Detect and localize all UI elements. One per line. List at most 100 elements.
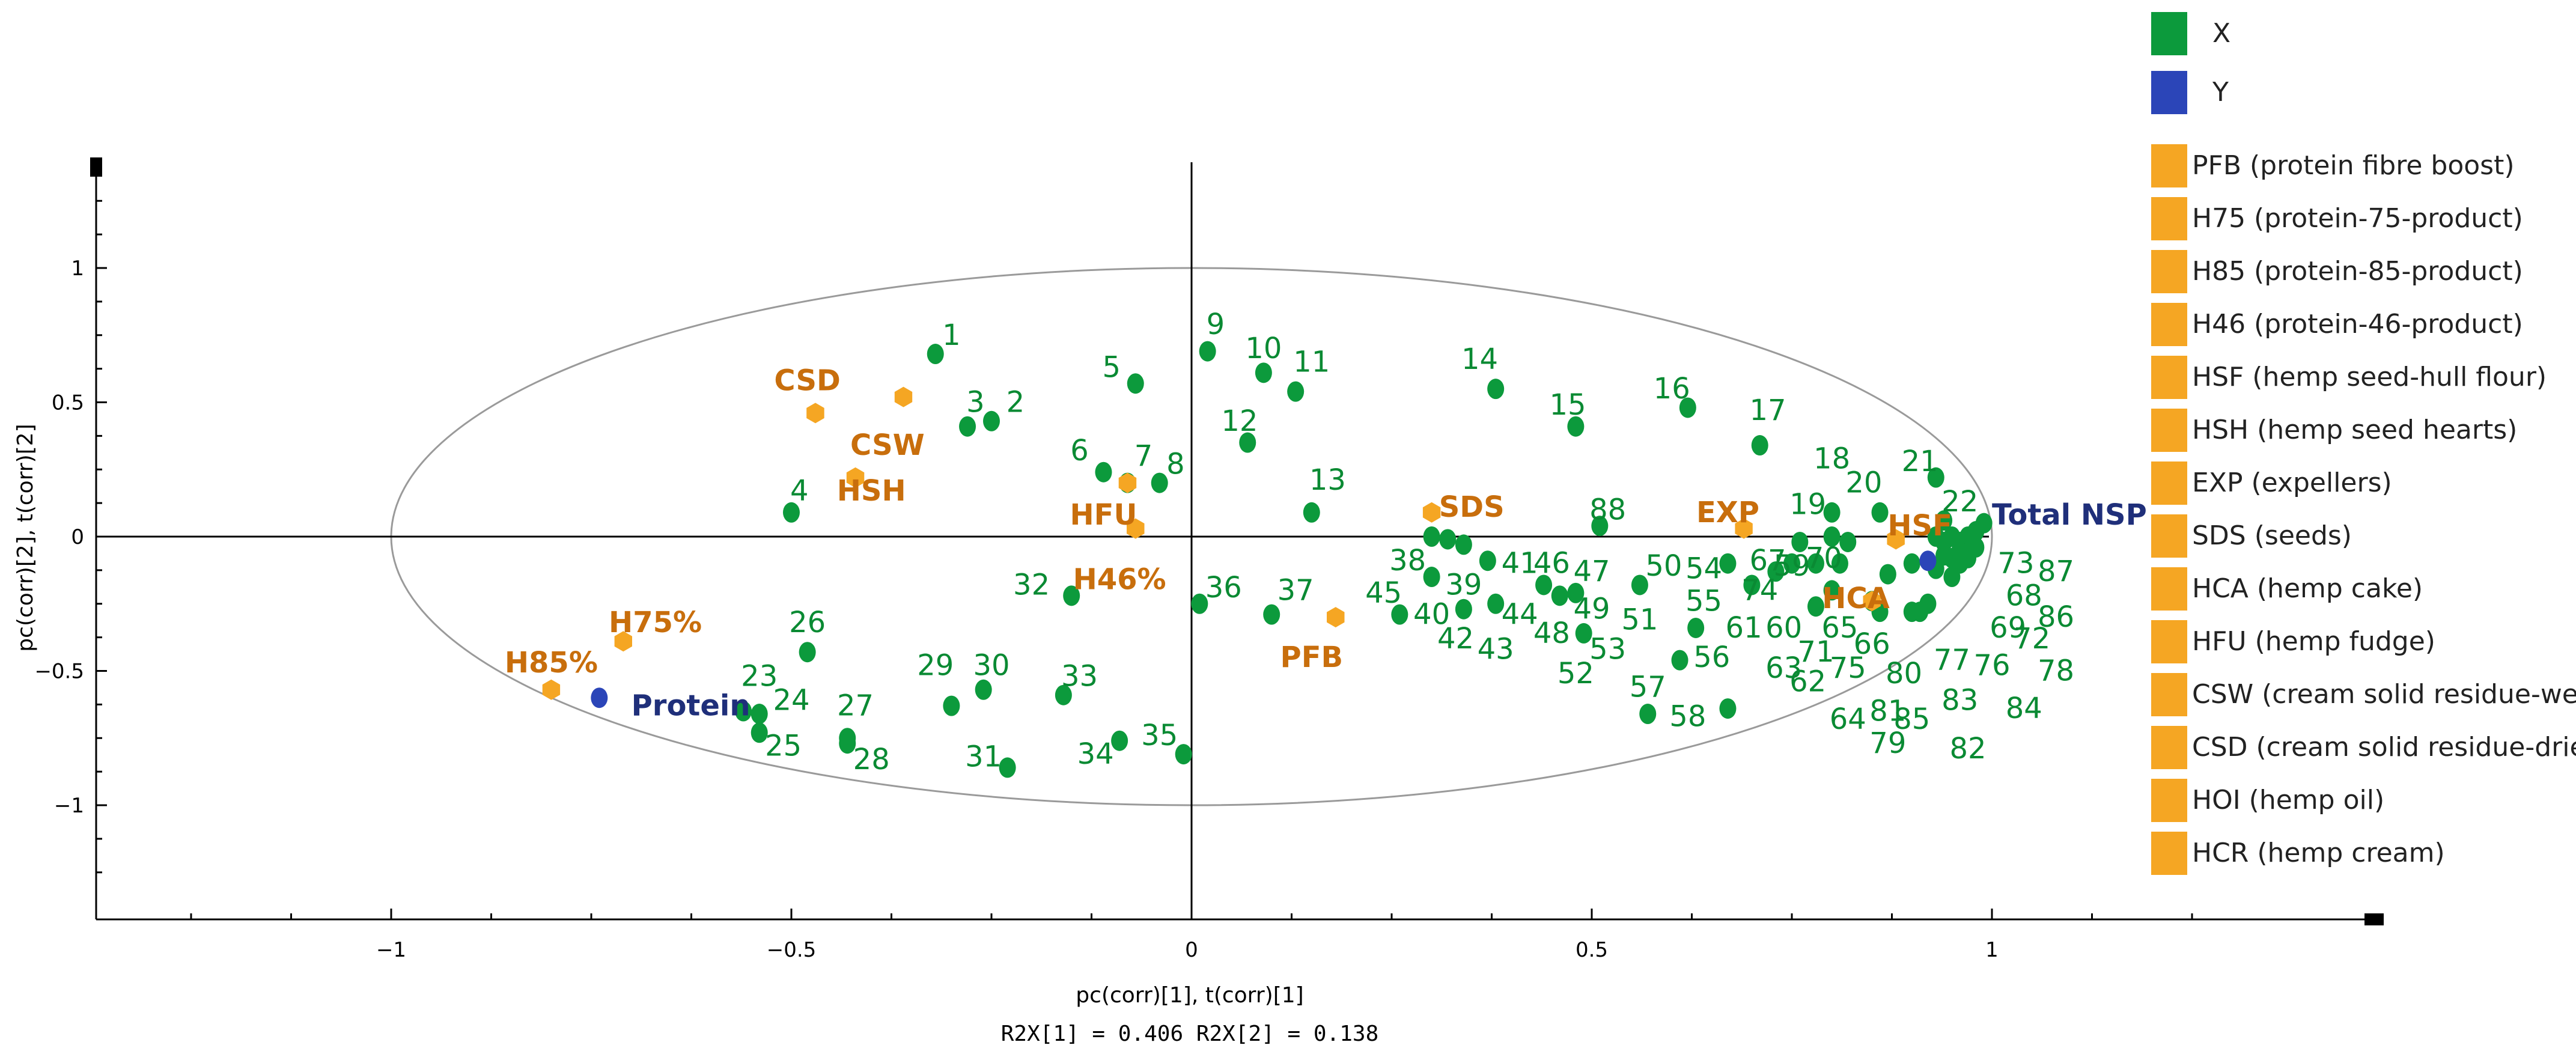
legend-product-swatch — [2151, 197, 2187, 240]
x-variable-label: 81 — [1869, 695, 1906, 728]
x-variable-point — [1423, 526, 1440, 547]
x-variable-label: 20 — [1845, 466, 1882, 500]
x-tick-label: 1 — [1985, 938, 1999, 962]
x-variable-label: 42 — [1437, 622, 1474, 656]
x-variable-point — [943, 695, 960, 716]
x-variable-label: 82 — [1950, 732, 1987, 766]
x-variable-label: 61 — [1726, 611, 1762, 645]
x-variable-label: 51 — [1621, 603, 1658, 637]
x-variable-label: 1 — [942, 318, 961, 352]
x-tick-label: 0 — [1185, 938, 1198, 962]
x-variable-point — [751, 704, 768, 725]
product-point — [1327, 607, 1345, 628]
product-point — [1422, 502, 1441, 523]
x-variable-point — [959, 416, 976, 437]
legend-product-swatch — [2151, 514, 2187, 558]
x-tick-label: 0.5 — [1576, 938, 1608, 962]
x-variable-label: 52 — [1557, 657, 1594, 690]
x-variable-point — [1679, 397, 1696, 418]
x-variable-label: 50 — [1645, 549, 1682, 583]
x-variable-point — [1919, 593, 1937, 614]
y-axis-scroll-handle — [90, 157, 102, 177]
x-variable-label: 76 — [1973, 649, 2010, 683]
x-variable-label: 15 — [1550, 388, 1586, 422]
x-variable-label: 10 — [1245, 332, 1282, 365]
x-variable-label: 55 — [1685, 584, 1722, 618]
x-variable-point — [1871, 502, 1889, 523]
x-variable-label: 2 — [1006, 386, 1025, 419]
product-label: HFU — [1070, 498, 1137, 532]
legend-series-label: X — [2212, 18, 2230, 49]
x-variable-point — [1631, 574, 1648, 595]
product-point — [1127, 518, 1145, 539]
x-variable-label: 23 — [741, 659, 778, 693]
x-variable-label: 66 — [1854, 627, 1890, 661]
y-tick-label: 1 — [71, 257, 84, 281]
legend-product-swatch — [2151, 567, 2187, 611]
y-axis-title: pc(corr)[2], t(corr)[2] — [13, 424, 38, 651]
x-variable-point — [799, 642, 816, 663]
legend-product-label: H75 (protein-75-product) — [2192, 203, 2523, 234]
x-variable-label: 68 — [2006, 579, 2042, 612]
product-point — [542, 679, 561, 700]
x-variable-label: 43 — [1478, 633, 1514, 666]
x-variable-label: 14 — [1461, 343, 1498, 376]
x-variable-point — [1055, 684, 1072, 705]
x-variable-label: 49 — [1573, 592, 1610, 626]
x-variable-label: 75 — [1830, 651, 1866, 685]
product-point — [1863, 591, 1881, 612]
x-variable-point — [1959, 542, 1977, 563]
legend-product-swatch — [2151, 409, 2187, 452]
product-point — [614, 631, 632, 652]
x-variable-label: 58 — [1669, 699, 1706, 733]
x-variable-point — [1535, 574, 1553, 595]
x-variable-point — [783, 502, 800, 523]
x-variable-point — [751, 722, 768, 743]
x-variable-point — [1591, 516, 1609, 537]
axes-layer — [96, 162, 1989, 919]
x-variable-label: 36 — [1205, 571, 1242, 605]
x-variable-point — [1807, 596, 1824, 617]
x-variable-point — [1111, 730, 1128, 751]
x-variable-label: 53 — [1589, 633, 1626, 666]
x-variable-label: 48 — [1533, 617, 1570, 650]
x-variable-label: 54 — [1685, 552, 1722, 586]
product-label: H75% — [609, 606, 702, 639]
x-variable-point — [927, 344, 944, 365]
x-variable-label: 31 — [965, 740, 1002, 774]
legend-product-swatch — [2151, 356, 2187, 399]
legend-product-label: HOI (hemp oil) — [2192, 785, 2384, 815]
x-variable-label: 22 — [1941, 485, 1978, 519]
x-variable-label: 71 — [1797, 635, 1834, 669]
product-point — [1735, 518, 1753, 539]
product-label: HSF — [1887, 509, 1952, 543]
x-variable-label: 80 — [1886, 657, 1922, 690]
legend: XY PFB (protein fibre boost) H75 (protein-… — [2151, 12, 2576, 875]
x-variable-label: 59 — [1773, 549, 1810, 583]
y-variable-label: Total NSP — [1992, 498, 2147, 532]
x-variable-label: 32 — [1013, 568, 1050, 602]
x-variable-label: 37 — [1277, 573, 1314, 607]
x-axis-scroll-handle — [2364, 913, 2384, 925]
x-variable-label: 24 — [773, 684, 809, 717]
x-variable-label: 29 — [917, 649, 954, 683]
x-variable-label: 79 — [1869, 726, 1906, 760]
x-variable-point — [1567, 416, 1585, 437]
legend-product-swatch — [2151, 461, 2187, 505]
x-variable-point — [1151, 472, 1168, 493]
x-variable-label: 17 — [1750, 394, 1786, 427]
x-variable-label: 69 — [1990, 611, 2026, 645]
x-variable-point — [1439, 529, 1457, 550]
x-variable-label: 21 — [1902, 445, 1938, 478]
x-variable-point — [1479, 550, 1496, 571]
x-variable-point — [1823, 502, 1841, 523]
x-variable-point — [1255, 362, 1272, 383]
x-variable-point — [1823, 580, 1841, 601]
legend-product-swatch — [2151, 673, 2187, 716]
x-variable-label: 45 — [1365, 576, 1402, 610]
legend-product-label: SDS (seeds) — [2192, 520, 2352, 551]
x-variable-label: 3 — [966, 386, 985, 419]
x-variable-point — [1943, 526, 1961, 547]
points-layer — [542, 341, 1993, 778]
